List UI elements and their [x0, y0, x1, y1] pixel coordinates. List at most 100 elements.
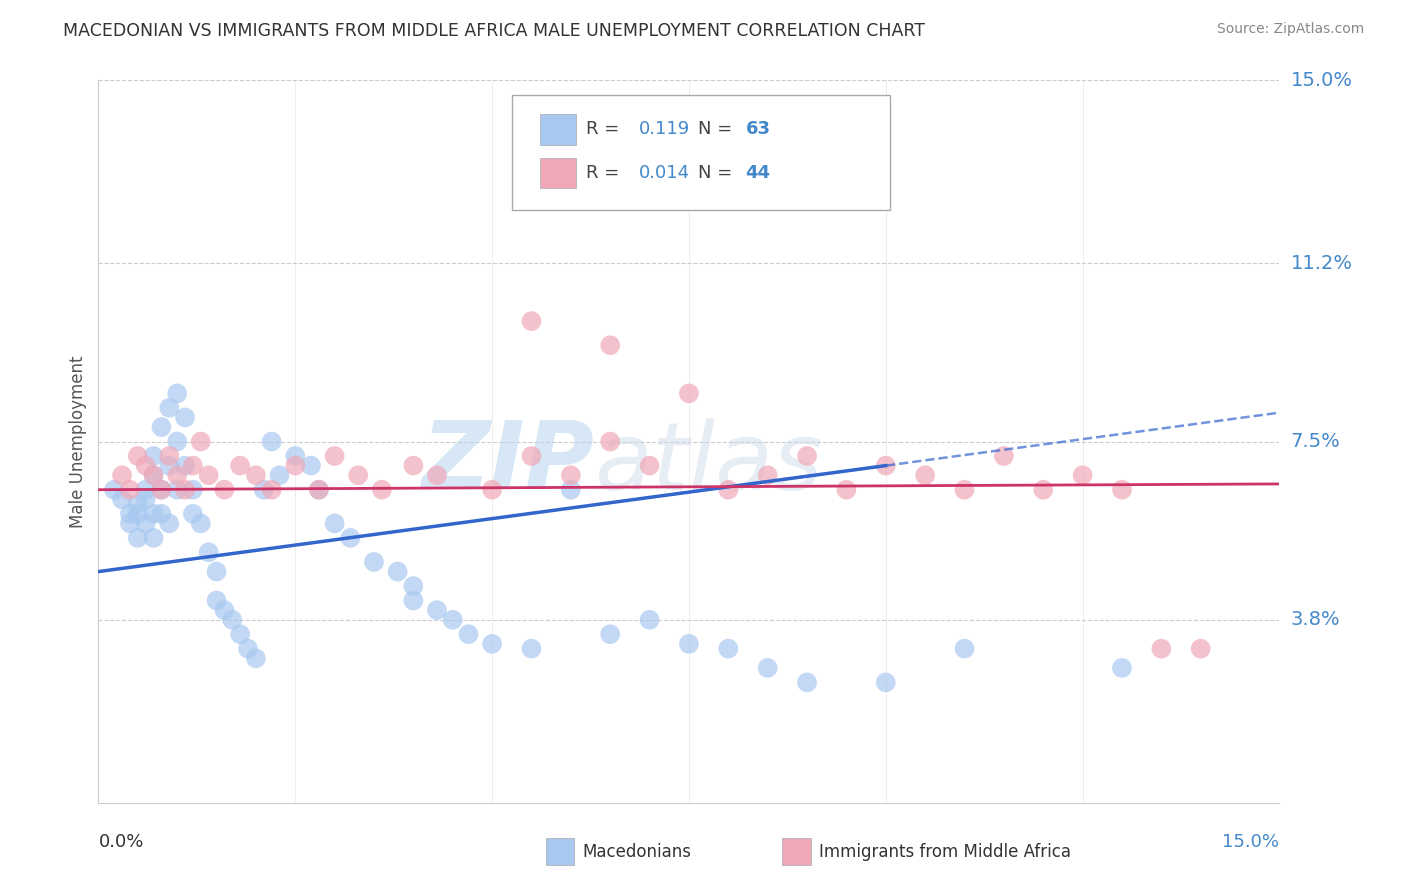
- Point: [953, 641, 976, 656]
- Point: [347, 468, 370, 483]
- Point: [1111, 483, 1133, 497]
- Point: [236, 641, 259, 656]
- Point: [678, 637, 700, 651]
- Point: [245, 651, 267, 665]
- FancyBboxPatch shape: [540, 114, 575, 145]
- Point: [371, 483, 394, 497]
- Point: [953, 483, 976, 497]
- Point: [835, 483, 858, 497]
- Point: [166, 434, 188, 449]
- Text: 3.8%: 3.8%: [1291, 610, 1340, 629]
- Point: [717, 641, 740, 656]
- Point: [323, 516, 346, 531]
- Point: [197, 468, 219, 483]
- Point: [1071, 468, 1094, 483]
- Point: [308, 483, 330, 497]
- Point: [197, 545, 219, 559]
- Point: [157, 401, 180, 415]
- Point: [142, 468, 165, 483]
- Point: [205, 593, 228, 607]
- Point: [638, 458, 661, 473]
- Point: [181, 458, 204, 473]
- Point: [426, 468, 449, 483]
- Point: [284, 458, 307, 473]
- Point: [441, 613, 464, 627]
- Point: [269, 468, 291, 483]
- Point: [308, 483, 330, 497]
- Point: [135, 458, 157, 473]
- Point: [560, 483, 582, 497]
- Point: [142, 531, 165, 545]
- Point: [205, 565, 228, 579]
- Text: R =: R =: [586, 120, 626, 138]
- Point: [142, 468, 165, 483]
- Text: 0.119: 0.119: [640, 120, 690, 138]
- Text: Immigrants from Middle Africa: Immigrants from Middle Africa: [818, 843, 1071, 861]
- Point: [1032, 483, 1054, 497]
- Point: [387, 565, 409, 579]
- Point: [245, 468, 267, 483]
- Point: [157, 516, 180, 531]
- Text: 0.014: 0.014: [640, 164, 690, 182]
- Point: [166, 483, 188, 497]
- Point: [599, 627, 621, 641]
- Point: [560, 468, 582, 483]
- Point: [118, 483, 141, 497]
- Point: [599, 434, 621, 449]
- FancyBboxPatch shape: [782, 838, 811, 865]
- Point: [214, 483, 236, 497]
- Point: [284, 449, 307, 463]
- Point: [717, 483, 740, 497]
- Point: [323, 449, 346, 463]
- Text: Macedonians: Macedonians: [582, 843, 692, 861]
- Point: [150, 483, 173, 497]
- Text: 7.5%: 7.5%: [1291, 432, 1340, 451]
- Point: [150, 507, 173, 521]
- Point: [127, 531, 149, 545]
- Point: [127, 507, 149, 521]
- Point: [118, 507, 141, 521]
- Point: [166, 468, 188, 483]
- Text: 15.0%: 15.0%: [1291, 70, 1353, 90]
- Y-axis label: Male Unemployment: Male Unemployment: [69, 355, 87, 528]
- Point: [520, 641, 543, 656]
- Point: [190, 516, 212, 531]
- Point: [260, 434, 283, 449]
- Point: [875, 458, 897, 473]
- Point: [339, 531, 361, 545]
- Point: [481, 483, 503, 497]
- Point: [796, 449, 818, 463]
- Point: [229, 627, 252, 641]
- Text: N =: N =: [699, 164, 738, 182]
- Point: [157, 449, 180, 463]
- Point: [135, 483, 157, 497]
- Point: [150, 483, 173, 497]
- Point: [174, 483, 197, 497]
- Point: [457, 627, 479, 641]
- Point: [135, 516, 157, 531]
- Text: 44: 44: [745, 164, 770, 182]
- Point: [638, 613, 661, 627]
- Point: [260, 483, 283, 497]
- Point: [221, 613, 243, 627]
- Point: [426, 603, 449, 617]
- Point: [142, 507, 165, 521]
- Point: [1150, 641, 1173, 656]
- Point: [174, 410, 197, 425]
- Point: [796, 675, 818, 690]
- Point: [118, 516, 141, 531]
- Text: 15.0%: 15.0%: [1222, 833, 1279, 851]
- Point: [127, 497, 149, 511]
- FancyBboxPatch shape: [540, 158, 575, 188]
- Point: [103, 483, 125, 497]
- Point: [229, 458, 252, 473]
- Point: [181, 507, 204, 521]
- Point: [111, 492, 134, 507]
- Point: [520, 314, 543, 328]
- Point: [756, 468, 779, 483]
- Point: [678, 386, 700, 401]
- Point: [190, 434, 212, 449]
- Text: 63: 63: [745, 120, 770, 138]
- Point: [299, 458, 322, 473]
- Point: [402, 579, 425, 593]
